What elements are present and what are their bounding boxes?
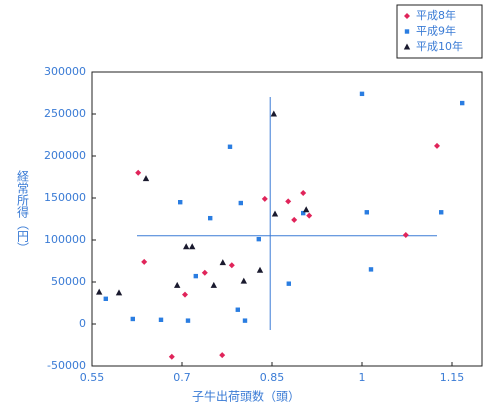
point bbox=[271, 210, 279, 217]
point bbox=[183, 243, 190, 250]
y-tick-label: 150000 bbox=[44, 191, 86, 204]
point bbox=[256, 236, 261, 242]
point bbox=[174, 281, 181, 288]
point bbox=[270, 110, 277, 117]
legend-marker bbox=[404, 29, 410, 34]
point bbox=[210, 281, 217, 288]
x-tick-label: 1.15 bbox=[440, 371, 465, 384]
y-tick-label: 300000 bbox=[44, 65, 86, 78]
legend-marker bbox=[404, 13, 410, 19]
legend-label: 平成9年 bbox=[416, 24, 456, 38]
point bbox=[261, 195, 268, 202]
point bbox=[193, 273, 198, 279]
point bbox=[300, 189, 307, 196]
y-axis-label: 経常所得（円） bbox=[16, 170, 30, 254]
y-tick-label: 200000 bbox=[44, 149, 86, 162]
point bbox=[460, 100, 465, 106]
point bbox=[368, 267, 374, 272]
x-tick-label: 1 bbox=[359, 371, 366, 384]
point bbox=[286, 281, 291, 286]
point bbox=[291, 216, 298, 223]
point bbox=[219, 352, 226, 359]
y-tick-label: 50000 bbox=[51, 275, 86, 288]
point bbox=[103, 296, 108, 301]
point bbox=[130, 316, 135, 322]
point bbox=[235, 307, 240, 312]
point bbox=[301, 210, 306, 216]
point bbox=[168, 353, 175, 360]
legend-label: 平成8年 bbox=[416, 8, 456, 22]
point bbox=[242, 318, 248, 323]
y-tick-label: 250000 bbox=[44, 107, 86, 120]
legend-marker bbox=[403, 43, 411, 50]
point bbox=[142, 175, 150, 182]
x-tick-label: 0.55 bbox=[80, 371, 105, 384]
point bbox=[285, 198, 292, 205]
point bbox=[434, 142, 440, 149]
point bbox=[359, 91, 365, 97]
point bbox=[96, 288, 103, 295]
point bbox=[402, 231, 409, 238]
point bbox=[158, 317, 164, 322]
point bbox=[189, 243, 196, 250]
legend-box bbox=[396, 4, 483, 59]
point bbox=[227, 144, 233, 149]
legend-label: 平成10年 bbox=[416, 39, 463, 53]
point bbox=[185, 318, 191, 323]
point bbox=[303, 206, 310, 213]
point bbox=[228, 262, 235, 269]
y-tick-label: -50000 bbox=[47, 359, 86, 372]
x-axis-label: 子牛出荷頭数（頭） bbox=[192, 389, 300, 404]
point bbox=[306, 212, 313, 219]
x-tick-label: 0.7 bbox=[173, 371, 191, 384]
y-tick-label: 100000 bbox=[44, 233, 86, 246]
y-tick-label: 0 bbox=[79, 317, 86, 330]
point bbox=[364, 210, 369, 215]
point bbox=[178, 200, 183, 205]
point bbox=[240, 277, 247, 284]
point bbox=[115, 289, 123, 296]
point bbox=[256, 266, 264, 273]
point bbox=[141, 258, 148, 265]
point bbox=[219, 259, 226, 266]
point bbox=[201, 269, 208, 276]
x-tick-label: 0.85 bbox=[260, 371, 285, 384]
point bbox=[182, 291, 188, 298]
point bbox=[439, 210, 444, 215]
point bbox=[238, 200, 243, 206]
plot-area bbox=[91, 71, 483, 367]
point bbox=[208, 215, 213, 221]
point bbox=[135, 169, 142, 176]
